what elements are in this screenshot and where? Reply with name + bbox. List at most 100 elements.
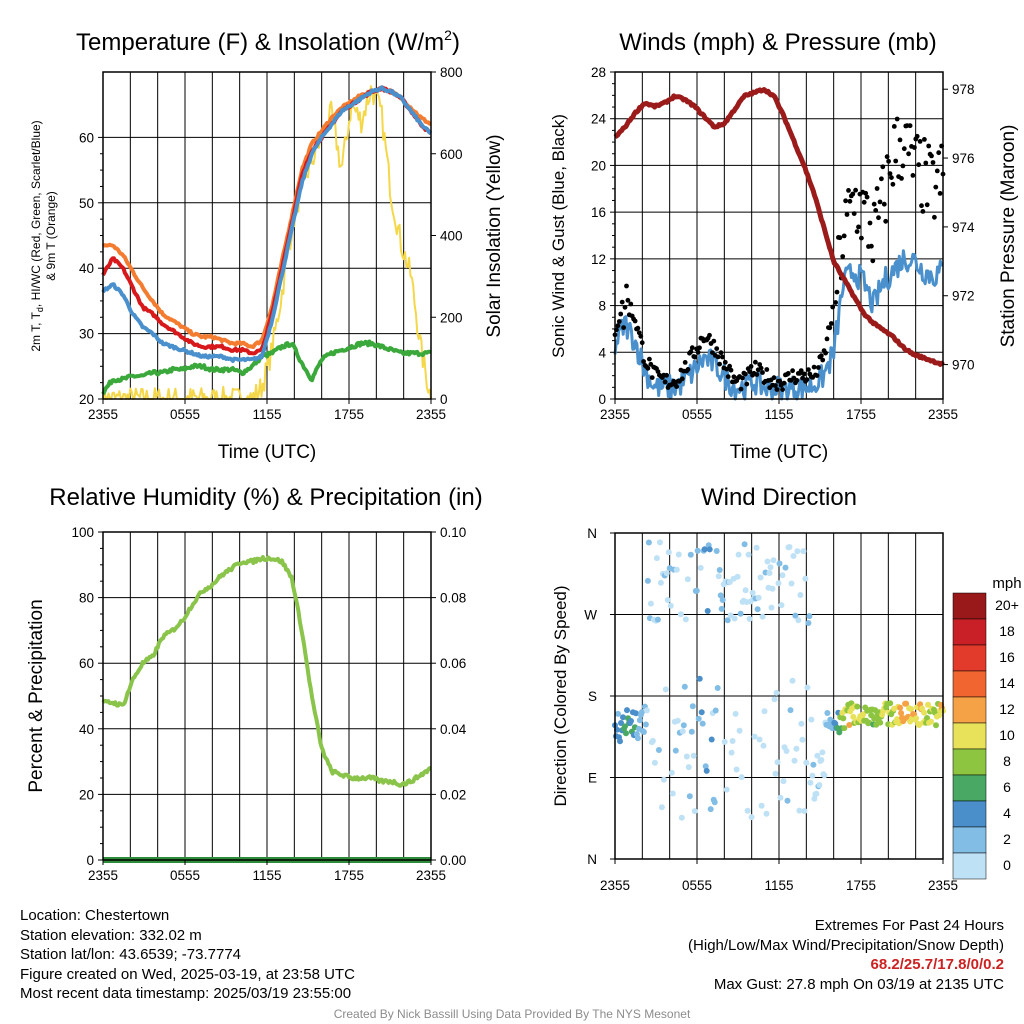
direction-point [798, 720, 805, 727]
gust-point [889, 175, 894, 181]
figure-created: Figure created on Wed, 2025-03-19, at 23… [20, 965, 355, 983]
direction-ylabel: Direction (Colored By Speed) [551, 585, 570, 806]
x-tick-label: 1755 [846, 407, 876, 422]
y2-tick-label: 0.00 [440, 853, 466, 868]
direction-point [811, 795, 818, 802]
direction-point [766, 570, 773, 576]
legend-label: 6 [1003, 779, 1011, 795]
direction-point [684, 576, 691, 583]
gust-point [744, 381, 750, 387]
gust-point [879, 176, 884, 182]
y2-tick-label: 970 [952, 358, 975, 373]
y-tick-label: 16 [591, 205, 606, 220]
direction-point [645, 539, 652, 546]
direction-point [790, 553, 797, 559]
gust-point [697, 345, 702, 351]
legend-label: 10 [999, 727, 1015, 743]
direction-point [758, 802, 765, 809]
direction-point [699, 720, 706, 727]
direction-point [936, 712, 942, 719]
gust-point [727, 363, 732, 369]
gust-point [711, 338, 717, 344]
extremes-subtitle: (High/Low/Max Wind/Precipitation/Snow De… [688, 936, 1004, 954]
direction-point [636, 717, 643, 724]
gust-point [847, 198, 853, 204]
direction-point [784, 797, 791, 804]
gust-point [936, 150, 942, 156]
gust-point [781, 380, 787, 386]
direction-point [712, 707, 719, 714]
direction-point [770, 557, 777, 564]
legend-swatch [952, 696, 987, 724]
direction-point [819, 749, 826, 756]
direction-point [729, 738, 736, 744]
y2-tick-label: 978 [952, 82, 975, 97]
legend-swatch [952, 592, 987, 620]
x-tick-label: 0555 [682, 407, 712, 422]
gust-point [753, 359, 758, 365]
gust-point [869, 243, 874, 249]
credit-line: Created By Nick Bassill Using Data Provi… [333, 1007, 691, 1021]
direction-point [769, 585, 776, 592]
direction-point [741, 541, 748, 548]
gust-point [647, 356, 652, 362]
gust-point [906, 151, 911, 157]
winds-series [612, 87, 946, 401]
direction-point [677, 611, 684, 618]
legend-label: 18 [999, 623, 1015, 639]
y2-tick-label: 0 [440, 392, 448, 407]
direction-point [715, 573, 722, 580]
direction-point [913, 715, 920, 722]
gust-point [851, 211, 857, 217]
direction-point [908, 706, 915, 712]
legend-swatch [952, 644, 987, 672]
gust-point [771, 375, 777, 381]
direction-point [638, 709, 645, 716]
direction-point [789, 677, 796, 684]
gust-point [844, 212, 850, 217]
direction-point [618, 720, 624, 726]
y2-tick-label: 800 [440, 65, 463, 80]
direction-point [860, 711, 867, 718]
gust-point [893, 158, 899, 164]
humidity-axes: 2355 0555 1155 1755 23550204060801000.000.02… [71, 525, 466, 883]
direction-point [807, 779, 814, 786]
direction-point [877, 719, 884, 726]
gust-point [685, 367, 691, 372]
gust-point [864, 194, 870, 200]
direction-point [719, 597, 726, 603]
direction-point [755, 594, 762, 601]
gust-point [890, 181, 896, 187]
x-tick-label: 0555 [170, 407, 200, 422]
direction-point [921, 709, 928, 716]
gust-point [774, 387, 780, 392]
gust-point [867, 220, 873, 226]
direction-point [702, 763, 709, 770]
gust-point [738, 386, 744, 392]
temp-ylabel: 2m T, Td, HI/WC (Red, Green, Scarlet/Blu… [29, 120, 45, 351]
gust-point [804, 377, 810, 382]
speed-colorbar: 20+ 18 16 14 12 10 8 6 4 2 0 [952, 592, 1019, 880]
temp-ylabel-line2: & 9m T (Orange) [44, 191, 58, 281]
direction-point [742, 587, 749, 594]
gust-point [912, 145, 917, 150]
gust-point [846, 188, 851, 193]
direction-point [714, 685, 721, 691]
y-tick-label: 20 [79, 392, 94, 407]
gust-point [934, 168, 940, 174]
legend-label: 20+ [995, 597, 1019, 613]
gust-point [884, 154, 890, 160]
winds-gridlines [615, 72, 943, 399]
direction-point [754, 606, 761, 613]
gust-point [924, 202, 930, 208]
direction-point [787, 707, 794, 714]
gust-point [773, 383, 778, 388]
recent-timestamp: Most recent data timestamp: 2025/03/19 2… [20, 985, 352, 1002]
direction-point [680, 722, 687, 729]
y-tick-label: 40 [79, 722, 94, 737]
direction-point [669, 790, 676, 797]
gust-point [754, 372, 760, 377]
gust-point [827, 325, 833, 331]
gust-point [632, 318, 638, 324]
direction-point [748, 814, 755, 821]
